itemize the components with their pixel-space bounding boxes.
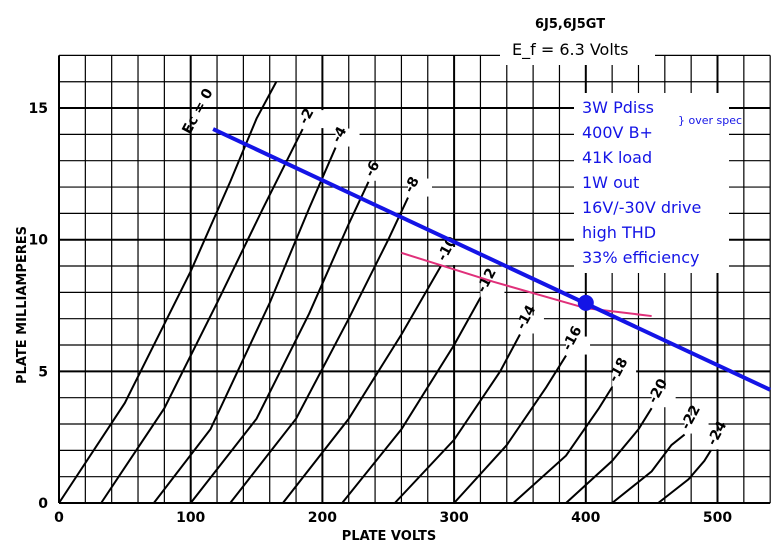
curve-label: -6	[362, 158, 383, 179]
x-tick-label: 100	[176, 510, 205, 526]
note-line: 1W out	[582, 173, 639, 192]
load-line-overlay	[212, 127, 772, 392]
x-tick-label: 400	[571, 510, 600, 526]
curve-line	[282, 265, 442, 504]
ec-family-label: Ec = 0	[179, 86, 216, 137]
operating-point	[577, 294, 594, 311]
x-tick-label: 300	[439, 510, 468, 526]
note-line: 33% efficiency	[582, 248, 699, 267]
y-tick-label: 15	[29, 101, 48, 117]
curve-line	[341, 297, 482, 504]
note-line: 3W Pdiss	[582, 98, 654, 117]
curve-line	[453, 355, 567, 504]
curve-line	[58, 81, 278, 504]
load-line	[212, 127, 772, 392]
curve-line	[153, 147, 337, 504]
curve-line	[229, 197, 409, 504]
curve-label-bg	[566, 336, 591, 355]
curve-label: -8	[401, 174, 422, 195]
curve-label-bg	[335, 128, 360, 147]
curve-line	[394, 334, 521, 504]
curve-line	[512, 386, 613, 504]
curve-label-bg	[710, 431, 735, 450]
curve-line	[100, 128, 304, 504]
y-axis-title: PLATE MILLIAMPERES	[15, 226, 30, 384]
curve-label-bg	[651, 389, 676, 408]
curve-label-bg	[302, 110, 327, 129]
note-line: high THD	[582, 223, 656, 242]
curve-label-bg	[612, 368, 637, 387]
notes-box	[574, 93, 729, 273]
curve-label-bg	[440, 247, 465, 266]
x-tick-label: 0	[54, 510, 64, 526]
x-tick-label: 200	[308, 510, 337, 526]
curve-label: -2	[296, 106, 317, 127]
x-tick-label: 500	[703, 510, 732, 526]
tick-labels: 0 100 200 300 400 500 0 5 10 15	[29, 101, 733, 526]
y-tick-label: 10	[29, 233, 49, 249]
curve-label-bg	[408, 178, 433, 197]
curve-label-bg	[684, 415, 709, 434]
curve-line	[565, 407, 653, 504]
chart-subtitle: E_f = 6.3 Volts	[512, 40, 628, 60]
annotation-notes: 3W Pdiss 400V B+ 41K load 1W out 16V/-30V dr…	[582, 98, 701, 267]
curve-label: -4	[329, 124, 351, 145]
curve-line	[611, 433, 686, 504]
note-line: 400V B+	[582, 123, 653, 142]
over-spec-note: } over spec	[678, 114, 742, 127]
red-trace	[401, 251, 652, 318]
curve-line	[189, 181, 370, 504]
y-tick-label: 5	[38, 364, 48, 380]
curve-family	[58, 81, 712, 504]
curve-label-bg	[519, 315, 544, 334]
y-tick-label: 0	[38, 496, 48, 512]
curve-label-bg	[368, 162, 393, 181]
chart-title: 6J5,6J5GT	[535, 17, 605, 32]
x-axis-title: PLATE VOLTS	[342, 529, 436, 544]
curve-line	[657, 449, 712, 504]
title-box	[500, 10, 655, 65]
note-line: 16V/-30V drive	[582, 198, 701, 217]
note-line: 41K load	[582, 148, 652, 167]
